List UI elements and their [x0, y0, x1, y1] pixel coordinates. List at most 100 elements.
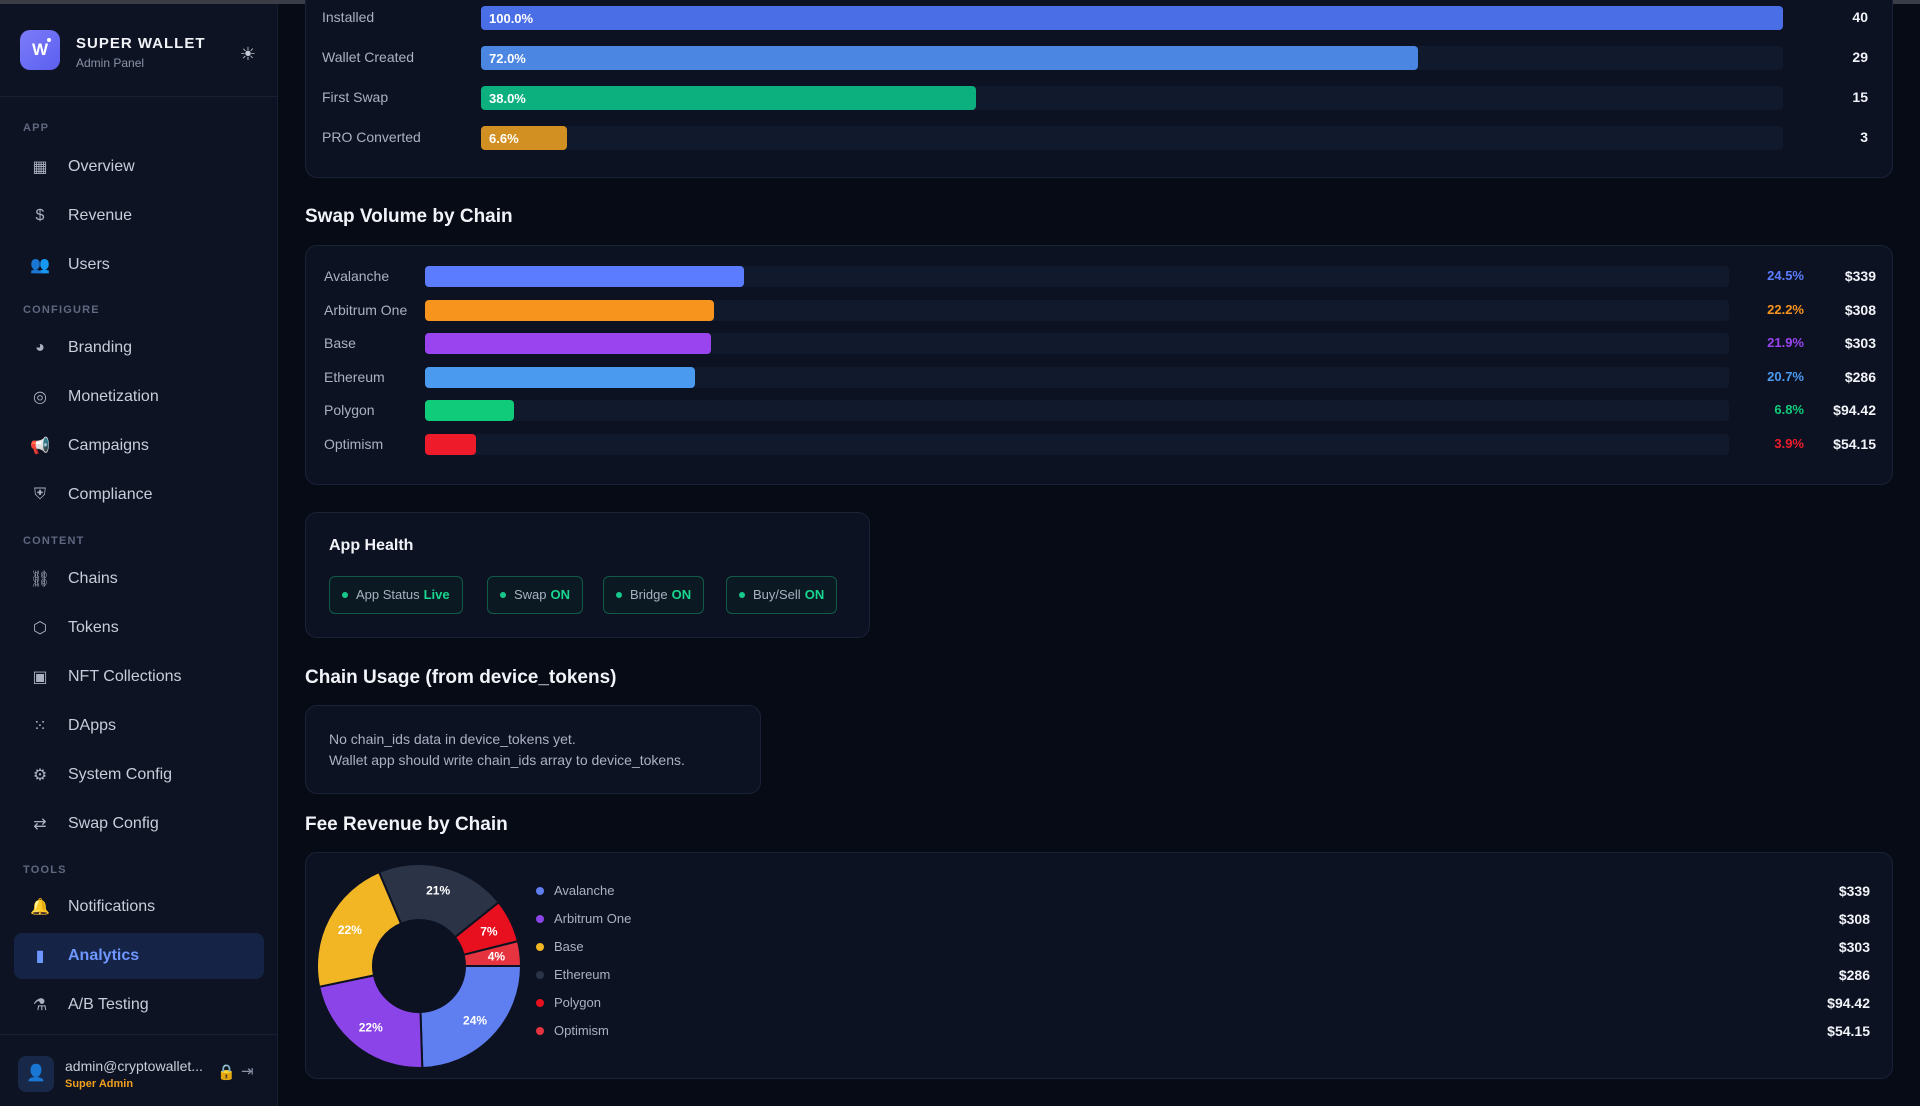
sidebar-item-chains[interactable]: ⛓ Chains [14, 556, 264, 602]
legend-item: Polygon [536, 995, 601, 1010]
funnel-count: 40 [1852, 9, 1868, 25]
chain-volume-bar [425, 333, 711, 355]
chain-volume-value: $308 [1844, 301, 1876, 318]
chain-label: Base [324, 335, 356, 352]
sidebar-item-label: Chains [68, 570, 118, 587]
status-badge-swap: Swap ON [487, 576, 584, 614]
chain-bar-track [425, 299, 1729, 321]
user-email: admin@cryptowallet... [65, 1058, 203, 1074]
badge-label: App Status [356, 587, 420, 602]
badge-value: ON [671, 587, 692, 602]
pie-slice-arbitrum-one [317, 974, 424, 1069]
sidebar-item-revenue[interactable]: $ Revenue [14, 193, 264, 239]
grid-icon: ▦ [32, 159, 48, 176]
legend-label: Ethereum [554, 967, 611, 982]
divider [0, 96, 278, 97]
bar-chart-icon: ▮ [35, 948, 45, 965]
funnel-card: Installed 100.0% 40 Wallet Created 72.0% 29 Fi… [305, 0, 1893, 178]
sidebar-item-compliance[interactable]: ⛨ Compliance [14, 472, 264, 518]
app-health-title: App Health [329, 537, 414, 554]
sidebar-item-label: NFT Collections [68, 668, 182, 685]
chain-percent: 3.9% [1774, 436, 1804, 451]
chain-percent: 6.8% [1774, 402, 1804, 418]
funnel-bar-track: 6.6% [481, 126, 1783, 150]
fee-revenue-card: 24% 22% 22% 21% 7% 4% Avalanche $339 Arbitrum O… [305, 852, 1893, 1079]
logout-icon[interactable]: ⇥ [241, 1063, 254, 1080]
sidebar-item-system-config[interactable]: ⚙ System Config [14, 752, 264, 798]
link-icon: ⛓ [30, 571, 51, 588]
sidebar-item-label: Monetization [68, 388, 159, 405]
sidebar-item-label: Tokens [68, 619, 119, 636]
avatar: 👤 [18, 1056, 54, 1092]
funnel-bar-track: 38.0% [481, 86, 1783, 110]
chain-bar-track [425, 400, 1729, 422]
legend-label: Polygon [554, 995, 601, 1010]
badge-value: Live [423, 587, 450, 602]
sidebar-item-analytics[interactable]: ▮ Analytics [14, 933, 264, 979]
sidebar-item-label: Branding [68, 339, 133, 356]
chain-volume-bar [425, 266, 745, 287]
chain-volume-value: $54.15 [1833, 436, 1876, 452]
badge-value: ON [550, 587, 571, 602]
chain-volume-value: $94.42 [1833, 402, 1876, 419]
legend-value: $54.15 [1827, 1023, 1870, 1039]
funnel-row: First Swap 38.0% 15 [306, 83, 1886, 111]
flask-icon: ⚗ [32, 997, 48, 1014]
palette-icon: ◕ [35, 339, 45, 356]
sidebar-item-nft-collections[interactable]: ▣ NFT Collections [14, 654, 264, 700]
bell-icon: 🔔 [30, 899, 50, 916]
nav-group-content: CONTENT [23, 535, 85, 547]
pie-slice-avalanche [419, 965, 522, 1069]
megaphone-icon: 📢 [30, 438, 50, 455]
funnel-label: PRO Converted [322, 129, 421, 145]
funnel-bar-track: 100.0% [481, 6, 1783, 30]
chain-bar-track [425, 333, 1729, 355]
lock-icon: 🔒 [217, 1064, 236, 1081]
funnel-count: 29 [1852, 49, 1868, 65]
logo-letter: W [31, 40, 49, 59]
legend-dot-icon [536, 998, 544, 1007]
chain-volume-bar [425, 299, 715, 321]
sidebar-item-label: Notifications [68, 898, 156, 915]
legend-item: Optimism [536, 1023, 609, 1038]
funnel-bar: 100.0% [481, 6, 1783, 30]
sidebar-item-campaigns[interactable]: 📢 Campaigns [14, 423, 264, 469]
shield-icon: ⛨ [33, 486, 46, 503]
funnel-bar: 38.0% [481, 86, 976, 110]
chain-usage-title: Chain Usage (from device_tokens) [305, 667, 617, 688]
sidebar-item-label: System Config [68, 766, 173, 783]
sidebar-item-users[interactable]: 👥 Users [14, 242, 264, 288]
badge-value: ON [804, 587, 825, 602]
wallet-logo-icon: W [20, 30, 60, 70]
chain-volume-row: Ethereum 20.7% $286 [306, 365, 1894, 389]
sidebar-item-label: Campaigns [68, 437, 149, 454]
chain-label: Optimism [324, 436, 384, 452]
chain-percent: 24.5% [1767, 268, 1804, 283]
sidebar-item-dapps[interactable]: ⁙ DApps [14, 703, 264, 749]
sidebar-item-notifications[interactable]: 🔔 Notifications [14, 884, 264, 930]
nav-group-configure: CONFIGURE [23, 304, 100, 316]
legend-item: Ethereum [536, 967, 610, 982]
nav-group-tools: TOOLS [23, 864, 67, 876]
pie-slice-label: 22% [359, 1020, 383, 1034]
fee-revenue-title: Fee Revenue by Chain [305, 814, 508, 835]
sidebar-item-ab-testing[interactable]: ⚗ A/B Testing [14, 982, 264, 1028]
legend-value: $286 [1838, 967, 1870, 983]
sun-icon[interactable]: ☀ [239, 44, 257, 64]
sidebar-item-label: Swap Config [68, 815, 159, 832]
dollar-icon: $ [35, 207, 45, 224]
pie-slice-label: 22% [338, 923, 362, 937]
sidebar-item-branding[interactable]: ◕ Branding [14, 325, 264, 371]
swap-icon: ⇄ [33, 816, 47, 833]
chain-volume-value: $286 [1844, 368, 1876, 385]
chain-usage-card: No chain_ids data in device_tokens yet. … [305, 705, 761, 794]
sidebar-item-overview[interactable]: ▦ Overview [14, 144, 264, 190]
fee-revenue-donut-chart: 24% 22% 22% 21% 7% 4% [316, 863, 522, 1069]
chain-volume-bar [425, 434, 476, 455]
sidebar-item-monetization[interactable]: ◎ Monetization [14, 374, 264, 420]
funnel-label: Installed [322, 9, 375, 25]
sidebar-item-swap-config[interactable]: ⇄ Swap Config [14, 801, 264, 847]
image-icon: ▣ [32, 669, 48, 686]
sidebar-item-tokens[interactable]: ⬡ Tokens [14, 605, 264, 651]
chain-volume-bar [425, 366, 695, 388]
